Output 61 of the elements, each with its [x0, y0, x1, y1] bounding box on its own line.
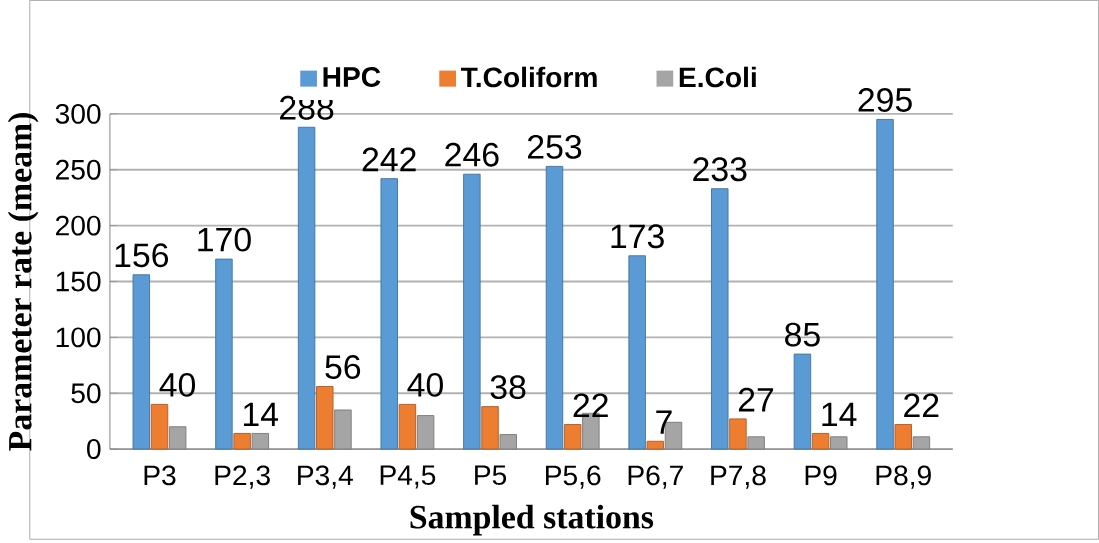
bar [545, 165, 564, 450]
y-tick-label: 50 [71, 383, 101, 404]
data-label: 246 [445, 142, 499, 167]
data-label: 156 [115, 243, 169, 268]
y-tick-label: 150 [56, 271, 101, 292]
bar [398, 403, 417, 450]
bar [628, 255, 646, 450]
data-label: 242 [362, 147, 416, 172]
y-tick-label: 250 [56, 159, 101, 180]
data-label: 85 [785, 322, 820, 347]
data-label: 22 [573, 393, 608, 417]
x-tick-label: P6,7 [628, 465, 683, 489]
bar [316, 385, 334, 450]
bar [876, 118, 894, 450]
x-tick-label: P5,6 [546, 465, 601, 489]
data-label: 40 [159, 372, 196, 397]
y-axis-title: Parameter rate (meam) [7, 112, 39, 451]
y-tick-label: 300 [55, 103, 101, 124]
bar [150, 403, 169, 450]
legend-label: E.Coli [679, 66, 756, 88]
bar [894, 423, 912, 450]
bar [563, 423, 582, 450]
legend-label: T.Coliform [461, 66, 597, 88]
bar [297, 126, 316, 450]
x-tick-label: P2,3 [215, 465, 270, 489]
bar [463, 173, 481, 450]
data-label: 40 [407, 372, 443, 397]
data-label: 56 [325, 354, 361, 379]
x-tick-label: P3,4 [298, 465, 353, 489]
bar [215, 258, 233, 450]
legend-label: HPC [323, 66, 381, 87]
data-label: 38 [490, 375, 526, 399]
x-tick-label: P4,5 [380, 465, 436, 489]
x-tick-label: P3 [144, 465, 176, 486]
bar [729, 418, 747, 450]
bar [233, 432, 251, 450]
y-tick-label: 0 [87, 438, 101, 459]
bar [132, 274, 151, 450]
data-label: 253 [527, 134, 582, 159]
data-label: 14 [243, 402, 278, 426]
data-label: 295 [858, 87, 912, 112]
bar [481, 406, 499, 450]
data-label: 170 [198, 227, 251, 252]
bar [811, 432, 830, 450]
y-tick-label: 100 [56, 327, 101, 348]
data-label: 14 [822, 402, 857, 426]
data-label: 233 [693, 157, 747, 182]
data-label: 27 [738, 387, 774, 412]
data-label: 7 [656, 410, 672, 434]
x-tick-label: P9 [805, 465, 837, 486]
x-axis-title: Sampled stations [410, 504, 654, 536]
bar [793, 353, 812, 450]
data-label: 22 [904, 393, 939, 417]
bar [711, 188, 729, 450]
bar [380, 178, 398, 450]
x-tick-label: P5 [475, 465, 507, 485]
data-label: 173 [611, 224, 664, 249]
y-tick-label: 200 [56, 215, 101, 236]
x-tick-label: P7,8 [711, 465, 766, 489]
bar [646, 440, 665, 450]
x-tick-label: P8,9 [876, 465, 931, 489]
